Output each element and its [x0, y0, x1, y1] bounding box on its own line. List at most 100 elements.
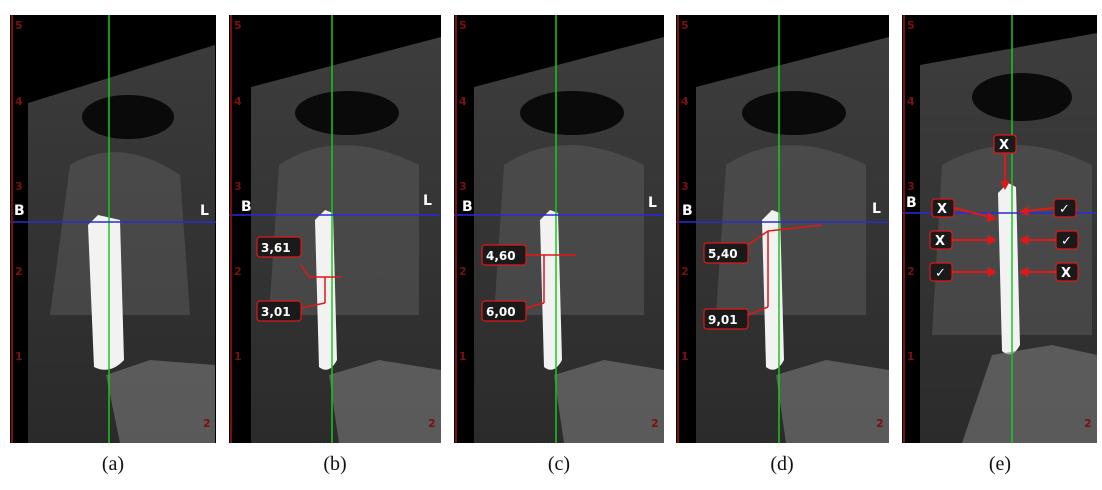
measure-label-d1: 5,40	[703, 242, 749, 264]
ruler-tick-label: 5	[681, 19, 689, 32]
bone-region	[716, 145, 866, 315]
ct-slice-e: X X X ✓ ✓ ✓	[902, 15, 1097, 443]
measurement-lines	[525, 254, 576, 309]
sinus-cavity	[972, 73, 1072, 121]
bone-region	[269, 145, 419, 315]
ruler: 5 4 3 2 1 2	[903, 15, 1092, 443]
panel-a: 5 4 3 2 1 2 B L	[10, 15, 216, 443]
lingual-label: L	[648, 195, 657, 211]
buccal-label: B	[906, 195, 917, 211]
panel-c: 4,60 6,00 5 4 3 2 1 2 B L	[454, 15, 664, 443]
left-mark-3: ✓	[929, 262, 997, 282]
ct-slice-d: 5,40 9,01 5 4 3 2 1 2 B L	[676, 15, 889, 443]
ruler-tick-label: 5	[907, 19, 915, 32]
ruler-tick-label: 4	[15, 95, 23, 108]
right-mark-3: X	[1019, 262, 1079, 282]
panel-e: X X X ✓ ✓ ✓	[902, 15, 1097, 443]
panel-d: 5,40 9,01 5 4 3 2 1 2 B L	[676, 15, 889, 443]
ruler-tick-label: 4	[459, 95, 467, 108]
measurement-value: 3,01	[261, 305, 291, 319]
ruler-tick-label: 5	[234, 19, 242, 32]
left-mark-1: X	[931, 198, 997, 222]
crown-soft-tissue	[106, 360, 215, 443]
buccal-label: B	[682, 203, 693, 219]
caption-b: (b)	[323, 453, 347, 475]
measure-label-d2: 9,01	[703, 308, 749, 330]
ruler-tick-label: 4	[907, 95, 915, 108]
crown-soft-tissue	[962, 345, 1097, 443]
svg-text:X: X	[999, 138, 1009, 153]
svg-text:✓: ✓	[1059, 202, 1070, 217]
crown-soft-tissue	[329, 360, 441, 443]
ruler-tick-label: 5	[459, 19, 467, 32]
measure-label-b2: 3,01	[256, 300, 302, 322]
ct-slice-a: 5 4 3 2 1 2 B L	[10, 15, 216, 443]
left-mark-2: X	[929, 230, 997, 250]
ruler-tick-label: 2	[234, 265, 242, 278]
ruler-corner-label: 2	[876, 417, 884, 430]
ruler-corner-label: 2	[651, 417, 659, 430]
sinus-cavity	[295, 91, 399, 135]
measurement-lines	[300, 264, 341, 309]
svg-text:✓: ✓	[935, 266, 946, 281]
ruler-corner-label: 2	[1084, 417, 1092, 430]
sinus-cavity	[82, 95, 174, 139]
right-mark-1: ✓	[1019, 198, 1077, 218]
ruler-tick-label: 4	[681, 95, 689, 108]
sinus-cavity	[520, 91, 624, 135]
right-mark-2: ✓	[1019, 230, 1079, 250]
ruler-tick-label: 1	[907, 350, 915, 363]
ruler: 5 4 3 2 1 2	[455, 15, 659, 443]
measure-label-c1: 4,60	[481, 244, 527, 266]
measurement-value: 6,00	[486, 305, 516, 319]
top-mark: X	[993, 134, 1017, 190]
implant	[998, 183, 1020, 355]
caption-c: (c)	[547, 453, 571, 475]
ct-slice-b: 3,61 3,01 5 4 3 2 1 2 B L	[229, 15, 441, 443]
ruler-tick-label: 2	[15, 265, 23, 278]
ruler-corner-label: 2	[428, 417, 436, 430]
ruler-tick-label: 3	[459, 180, 467, 193]
measurement-lines	[747, 224, 823, 316]
lingual-label: L	[200, 203, 209, 219]
ruler-tick-label: 3	[15, 180, 23, 193]
buccal-label: B	[241, 199, 252, 215]
svg-text:X: X	[1061, 266, 1071, 281]
ruler: 5 4 3 2 1 2	[677, 15, 884, 443]
caption-a: (a)	[101, 453, 125, 475]
measure-label-c2: 6,00	[481, 300, 527, 322]
panel-b: 3,61 3,01 5 4 3 2 1 2 B L	[229, 15, 441, 443]
ruler-tick-label: 1	[681, 350, 689, 363]
ruler-tick-label: 3	[234, 180, 242, 193]
caption-e: (e)	[988, 453, 1012, 475]
ruler-tick-label: 3	[907, 180, 915, 193]
svg-text:✓: ✓	[1061, 234, 1072, 249]
measurement-value: 5,40	[708, 247, 738, 261]
crown-soft-tissue	[554, 360, 664, 443]
ruler-tick-label: 1	[459, 350, 467, 363]
ruler: 5 4 3 2 1 2	[230, 15, 436, 443]
ruler-tick-label: 3	[681, 180, 689, 193]
measurement-value: 9,01	[708, 313, 738, 327]
sinus-cavity	[742, 91, 846, 135]
implant	[88, 215, 124, 370]
ruler-corner-label: 2	[203, 417, 211, 430]
svg-text:X: X	[937, 202, 947, 217]
buccal-label: B	[462, 199, 473, 215]
ruler-tick-label: 5	[15, 19, 23, 32]
lingual-label: L	[423, 193, 432, 209]
lingual-label: L	[872, 201, 881, 217]
ct-slice-c: 4,60 6,00 5 4 3 2 1 2 B L	[454, 15, 664, 443]
measurement-value: 3,61	[261, 241, 291, 255]
buccal-label: B	[14, 203, 25, 219]
measurement-value: 4,60	[486, 249, 516, 263]
svg-text:X: X	[935, 234, 945, 249]
ruler-tick-label: 1	[15, 350, 23, 363]
bone-region	[494, 145, 644, 315]
ruler-tick-label: 4	[234, 95, 242, 108]
ruler-tick-label: 2	[907, 265, 915, 278]
ruler-tick-label: 1	[234, 350, 242, 363]
ruler-tick-label: 2	[459, 265, 467, 278]
crown-soft-tissue	[776, 360, 889, 443]
ruler-tick-label: 2	[681, 265, 689, 278]
